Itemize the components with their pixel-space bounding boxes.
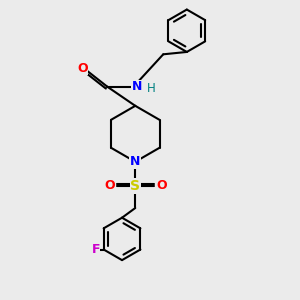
- Text: N: N: [130, 155, 140, 168]
- Text: H: H: [147, 82, 156, 95]
- Text: S: S: [130, 179, 140, 193]
- Text: O: O: [156, 179, 166, 192]
- Text: O: O: [104, 179, 115, 192]
- Text: O: O: [77, 61, 88, 75]
- Text: N: N: [132, 80, 142, 93]
- Text: F: F: [92, 243, 100, 256]
